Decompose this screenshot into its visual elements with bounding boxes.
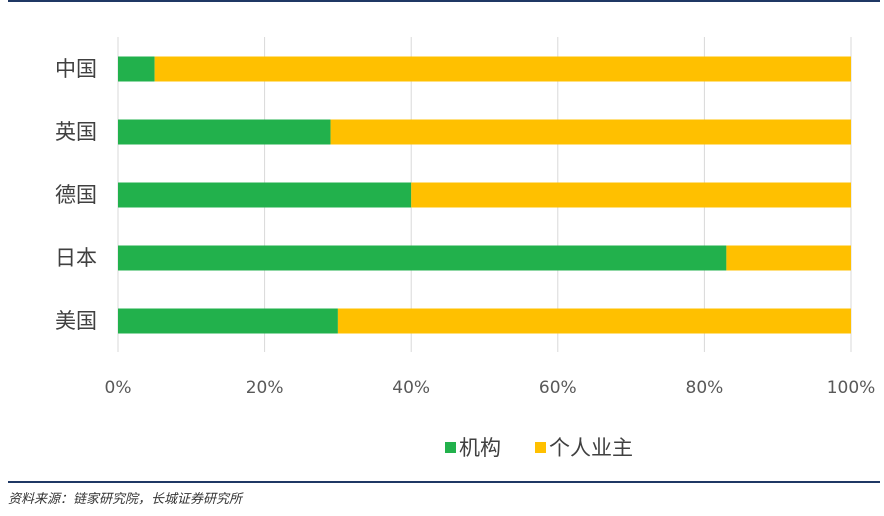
source-note: 资料来源：链家研究院，长城证券研究所	[8, 492, 243, 507]
legend-swatch	[535, 442, 546, 453]
legend-label: 个人业主	[549, 436, 633, 460]
legend-label: 机构	[459, 436, 501, 460]
category-label: 中国	[55, 57, 97, 81]
bar-institution-2	[118, 182, 412, 208]
legend: 机构 个人业主	[445, 436, 633, 460]
bar-individual-3	[726, 245, 851, 271]
bar-institution-3	[118, 245, 727, 271]
category-label: 德国	[55, 183, 97, 207]
x-tick-labels: 0% 20% 40% 60% 80% 100%	[105, 378, 876, 398]
bar-individual-2	[411, 182, 851, 208]
legend-swatch	[445, 442, 456, 453]
x-tick-label: 80%	[686, 378, 724, 398]
x-tick-label: 40%	[392, 378, 430, 398]
category-label: 日本	[55, 246, 97, 270]
bar-institution-4	[118, 308, 338, 334]
bars	[118, 56, 851, 334]
x-tick-label: 100%	[827, 378, 876, 398]
bar-institution-1	[118, 119, 331, 145]
x-tick-label: 0%	[105, 378, 132, 398]
bar-individual-1	[330, 119, 851, 145]
category-label: 美国	[55, 309, 97, 333]
bar-individual-4	[337, 308, 851, 334]
x-tick-label: 20%	[246, 378, 284, 398]
gridlines	[117, 37, 852, 352]
bottom-rule	[8, 481, 880, 483]
bar-individual-0	[154, 56, 851, 82]
category-label: 英国	[55, 120, 97, 144]
top-rule	[8, 0, 880, 2]
x-tick-label: 60%	[539, 378, 577, 398]
bar-institution-0	[118, 56, 155, 82]
